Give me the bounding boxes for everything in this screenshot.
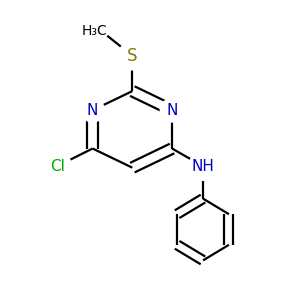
Circle shape [118, 42, 146, 70]
Text: N: N [167, 103, 178, 118]
Circle shape [160, 98, 184, 122]
Circle shape [189, 152, 217, 180]
Text: S: S [127, 47, 138, 65]
Text: Cl: Cl [50, 159, 65, 174]
Text: H₃C: H₃C [81, 24, 107, 38]
Text: NH: NH [192, 159, 214, 174]
Circle shape [81, 98, 104, 122]
Circle shape [43, 152, 71, 180]
Text: N: N [87, 103, 98, 118]
